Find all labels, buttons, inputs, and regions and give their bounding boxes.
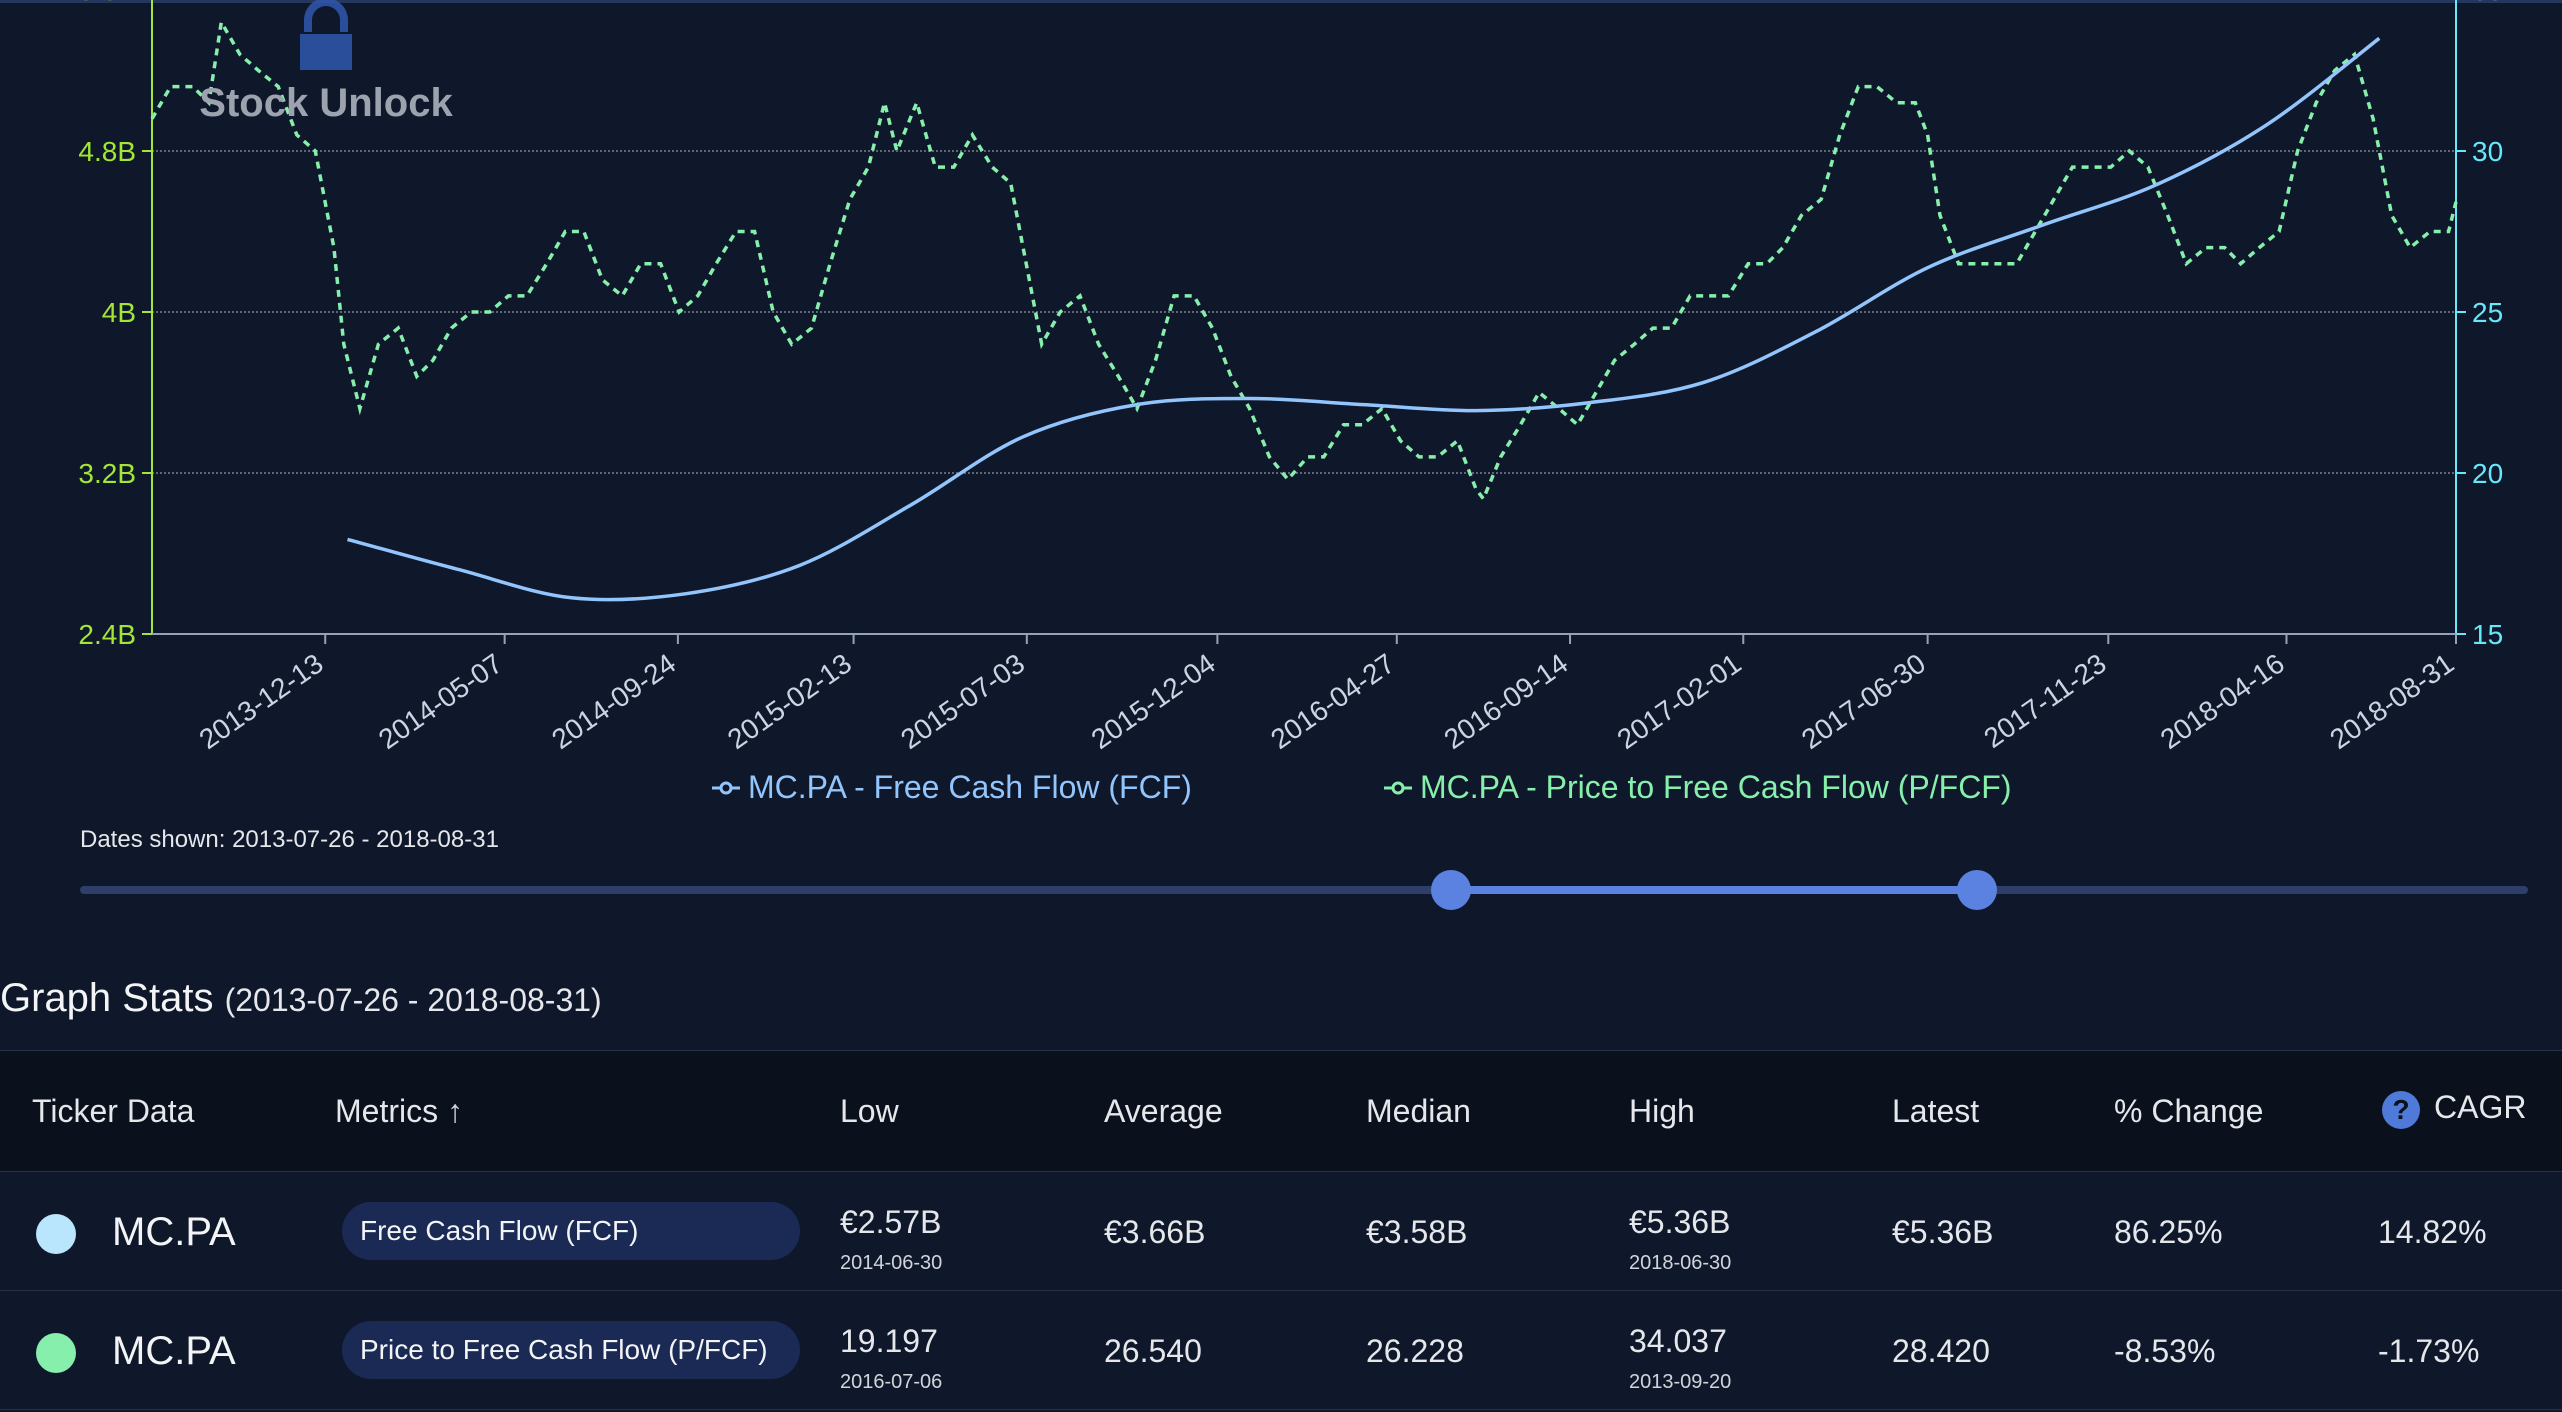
date-range-slider[interactable] <box>80 870 2528 910</box>
high-date: 2013-09-20 <box>1629 1371 1732 1393</box>
y-left-tick-label: 5.6B <box>78 0 136 6</box>
stats-table: Ticker Data Metrics ↑ Low Average Median… <box>0 1050 2562 1410</box>
low-date: 2014-06-30 <box>840 1252 943 1274</box>
y-right-tick-label: 15 <box>2472 619 2503 650</box>
header-metrics[interactable]: Metrics ↑ <box>335 1093 463 1130</box>
x-tick-label: 2014-09-24 <box>546 648 681 756</box>
x-tick-label: 2015-12-04 <box>1086 648 1221 756</box>
low-date: 2016-07-06 <box>840 1371 943 1393</box>
header-change[interactable]: % Change <box>2114 1093 2264 1129</box>
metric-badge[interactable]: Price to Free Cash Flow (P/FCF) <box>342 1321 800 1379</box>
padlock-body <box>300 34 352 70</box>
header-low[interactable]: Low <box>840 1093 899 1129</box>
graph-stats-heading: Graph Stats (2013-07-26 - 2018-08-31) <box>0 976 602 1021</box>
graph-stats-title: Graph Stats <box>0 976 214 1020</box>
header-high[interactable]: High <box>1629 1093 1695 1129</box>
change-value: 86.25% <box>2114 1214 2223 1250</box>
slider-end-handle[interactable] <box>1957 870 1998 910</box>
series-color-dot <box>36 1214 76 1254</box>
metric-badge[interactable]: Free Cash Flow (FCF) <box>342 1202 800 1260</box>
y-right-tick-label: 35 <box>2472 0 2503 6</box>
cagr-value: -1.73% <box>2378 1333 2480 1369</box>
help-icon[interactable]: ? <box>2382 1090 2420 1129</box>
x-tick-label: 2015-07-03 <box>895 648 1030 756</box>
dates-shown-label: Dates shown: 2013-07-26 - 2018-08-31 <box>80 826 499 853</box>
median-value: 26.228 <box>1366 1333 1464 1369</box>
header-average[interactable]: Average <box>1104 1093 1223 1129</box>
header-ticker-data[interactable]: Ticker Data <box>32 1093 195 1129</box>
header-cagr-label: CAGR <box>2434 1089 2527 1125</box>
x-tick-label: 2017-11-23 <box>1978 648 2111 754</box>
x-tick-label: 2016-09-14 <box>1438 648 1573 756</box>
high-value: 34.037 <box>1629 1323 1727 1359</box>
table-row: MC.PA Price to Free Cash Flow (P/FCF) 19… <box>0 1291 2562 1410</box>
low-value: 19.197 <box>840 1323 938 1359</box>
legend-label[interactable]: MC.PA - Price to Free Cash Flow (P/FCF) <box>1420 769 2012 805</box>
y-left-tick-label: 3.2B <box>78 458 136 489</box>
x-tick-label: 2017-06-30 <box>1796 648 1931 756</box>
slider-start-handle[interactable] <box>1430 870 1471 910</box>
low-value: €2.57B <box>840 1204 942 1240</box>
y-left-tick-label: 4.8B <box>78 136 136 167</box>
x-tick-label: 2014-05-07 <box>373 648 508 756</box>
header-cagr[interactable]: ? CAGR <box>2382 1089 2526 1129</box>
latest-value: 28.420 <box>1892 1333 1990 1369</box>
x-tick-label: 2018-08-31 <box>2324 648 2459 756</box>
graph-stats-range: (2013-07-26 - 2018-08-31) <box>224 982 602 1018</box>
x-tick-label: 2015-02-13 <box>722 648 857 756</box>
average-value: €3.66B <box>1104 1214 1206 1250</box>
stock-unlock-logo <box>300 0 352 70</box>
ticker-label[interactable]: MC.PA <box>112 1210 236 1254</box>
stats-table-header: Ticker Data Metrics ↑ Low Average Median… <box>0 1050 2562 1172</box>
top-border <box>0 0 2562 3</box>
pfcf-series-line <box>150 17 2458 503</box>
y-right-tick-label: 20 <box>2472 458 2503 489</box>
high-value: €5.36B <box>1629 1204 1731 1240</box>
legend-marker <box>719 781 733 795</box>
x-tick-label: 2018-04-16 <box>2155 648 2290 756</box>
chart-svg: 2.4B 3.2B 4B 4.8B 5.6B 15 20 25 30 35 2013-12-13 20… <box>78 0 2503 805</box>
chart-area: 2.4B 3.2B 4B 4.8B 5.6B 15 20 25 30 35 2013-12-13 20… <box>78 0 2503 805</box>
average-value: 26.540 <box>1104 1333 1202 1369</box>
header-latest[interactable]: Latest <box>1892 1093 1980 1129</box>
legend-marker <box>1391 781 1405 795</box>
fcf-series-line <box>347 36 2381 602</box>
cagr-value: 14.82% <box>2378 1214 2487 1250</box>
padlock-icon <box>304 0 348 32</box>
x-tick-label: 2017-02-01 <box>1612 648 1747 756</box>
high-date: 2018-06-30 <box>1629 1252 1732 1274</box>
series-color-dot <box>36 1333 76 1373</box>
y-left-tick-label: 2.4B <box>78 619 136 650</box>
slider-selected-range <box>1450 886 1978 894</box>
x-tick-label: 2016-04-27 <box>1265 648 1400 756</box>
y-right-tick-label: 30 <box>2472 136 2503 167</box>
table-row: MC.PA Free Cash Flow (FCF) €2.57B 2014-0… <box>0 1172 2562 1291</box>
sort-ascending-icon[interactable]: ↑ <box>447 1093 463 1129</box>
y-left-tick-label: 4B <box>102 297 136 328</box>
header-median[interactable]: Median <box>1366 1093 1471 1129</box>
legend-label[interactable]: MC.PA - Free Cash Flow (FCF) <box>748 769 1192 805</box>
header-metrics-label: Metrics <box>335 1093 439 1129</box>
x-tick-label: 2013-12-13 <box>194 648 329 756</box>
ticker-label[interactable]: MC.PA <box>112 1329 236 1373</box>
latest-value: €5.36B <box>1892 1214 1994 1250</box>
y-right-tick-label: 25 <box>2472 297 2503 328</box>
change-value: -8.53% <box>2114 1333 2216 1369</box>
median-value: €3.58B <box>1366 1214 1468 1250</box>
watermark-text: Stock Unlock <box>199 81 453 125</box>
